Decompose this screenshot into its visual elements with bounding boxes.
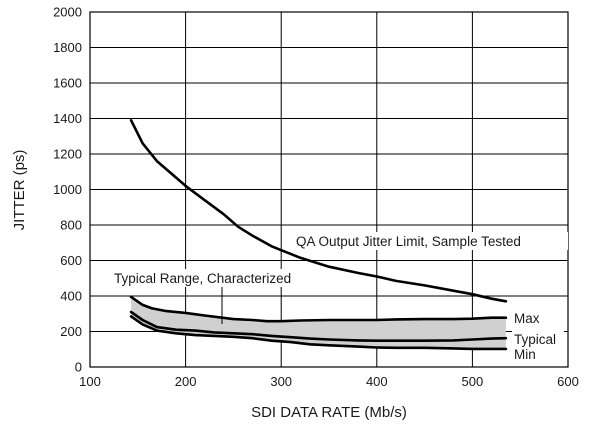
y-tick-label: 1600 bbox=[53, 76, 82, 91]
series-lines bbox=[129, 119, 508, 351]
max-label: Max bbox=[514, 311, 540, 326]
y-tick-label: 0 bbox=[75, 360, 82, 375]
x-axis-title: SDI DATA RATE (Mb/s) bbox=[251, 404, 407, 421]
qa-limit-label: QA Output Jitter Limit, Sample Tested bbox=[296, 234, 521, 249]
x-tick-label: 100 bbox=[79, 374, 101, 389]
y-axis-title: JITTER (ps) bbox=[11, 150, 28, 231]
y-tick-label: 400 bbox=[60, 289, 82, 304]
tick-labels: 0 200 400 600 800 1000 1200 1400 1600 1800 2000 100… bbox=[53, 5, 579, 390]
y-tick-label: 1000 bbox=[53, 182, 82, 197]
series-line-qa-output-jitter-limit-sample-tested bbox=[129, 119, 508, 303]
y-tick-label: 1800 bbox=[53, 40, 82, 55]
series-line-max bbox=[129, 295, 508, 323]
x-tick-label: 500 bbox=[462, 374, 484, 389]
y-tick-label: 2000 bbox=[53, 5, 82, 20]
typical-label: Typical bbox=[514, 332, 556, 347]
x-tick-label: 300 bbox=[270, 374, 292, 389]
y-tick-label: 800 bbox=[60, 218, 82, 233]
x-tick-label: 400 bbox=[366, 374, 388, 389]
typical-range-label: Typical Range, Characterized bbox=[114, 271, 291, 286]
x-tick-label: 200 bbox=[175, 374, 197, 389]
y-tick-label: 200 bbox=[60, 324, 82, 339]
right-labels-bg bbox=[512, 310, 564, 364]
y-tick-label: 1200 bbox=[53, 147, 82, 162]
plot-border bbox=[89, 11, 569, 368]
plot-frame bbox=[89, 11, 569, 368]
series-line-typical bbox=[129, 310, 508, 343]
min-label: Min bbox=[514, 347, 536, 362]
qa-limit-label-bg bbox=[292, 232, 568, 250]
x-tick-label: 600 bbox=[557, 374, 579, 389]
typical-range-label-bg bbox=[110, 269, 326, 287]
series-line-min bbox=[129, 315, 508, 351]
y-tick-label: 1400 bbox=[53, 111, 82, 126]
y-tick-label: 600 bbox=[60, 253, 82, 268]
